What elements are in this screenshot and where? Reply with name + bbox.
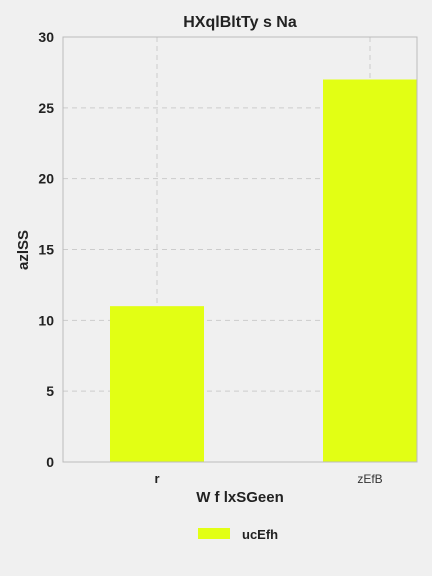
y-axis-ticks: 0 5 10 15 20 25 30 [38, 29, 54, 470]
y-tick-label: 25 [38, 100, 54, 116]
x-tick-label: zEfB [357, 472, 382, 486]
x-axis-label: W f lxSGeen [196, 489, 284, 506]
plot-frame [62, 36, 418, 463]
y-axis-label: azlSS [15, 230, 32, 270]
y-tick-label: 30 [38, 29, 54, 45]
chart-title: HXqlBltTy s Na [183, 14, 297, 31]
legend-label: ucEfh [242, 527, 278, 542]
legend: ucEfh [198, 527, 278, 542]
bar-zEfB [323, 79, 417, 462]
y-tick-label: 20 [38, 171, 54, 187]
x-axis-ticks: r zEfB [154, 471, 382, 486]
y-tick-label: 0 [46, 454, 54, 470]
y-tick-label: 5 [46, 383, 54, 399]
y-tick-label: 15 [38, 242, 54, 258]
x-tick-label: r [154, 471, 159, 486]
legend-swatch [198, 528, 230, 539]
bars [110, 79, 417, 462]
bar-r [110, 306, 204, 462]
y-tick-label: 10 [38, 312, 54, 328]
